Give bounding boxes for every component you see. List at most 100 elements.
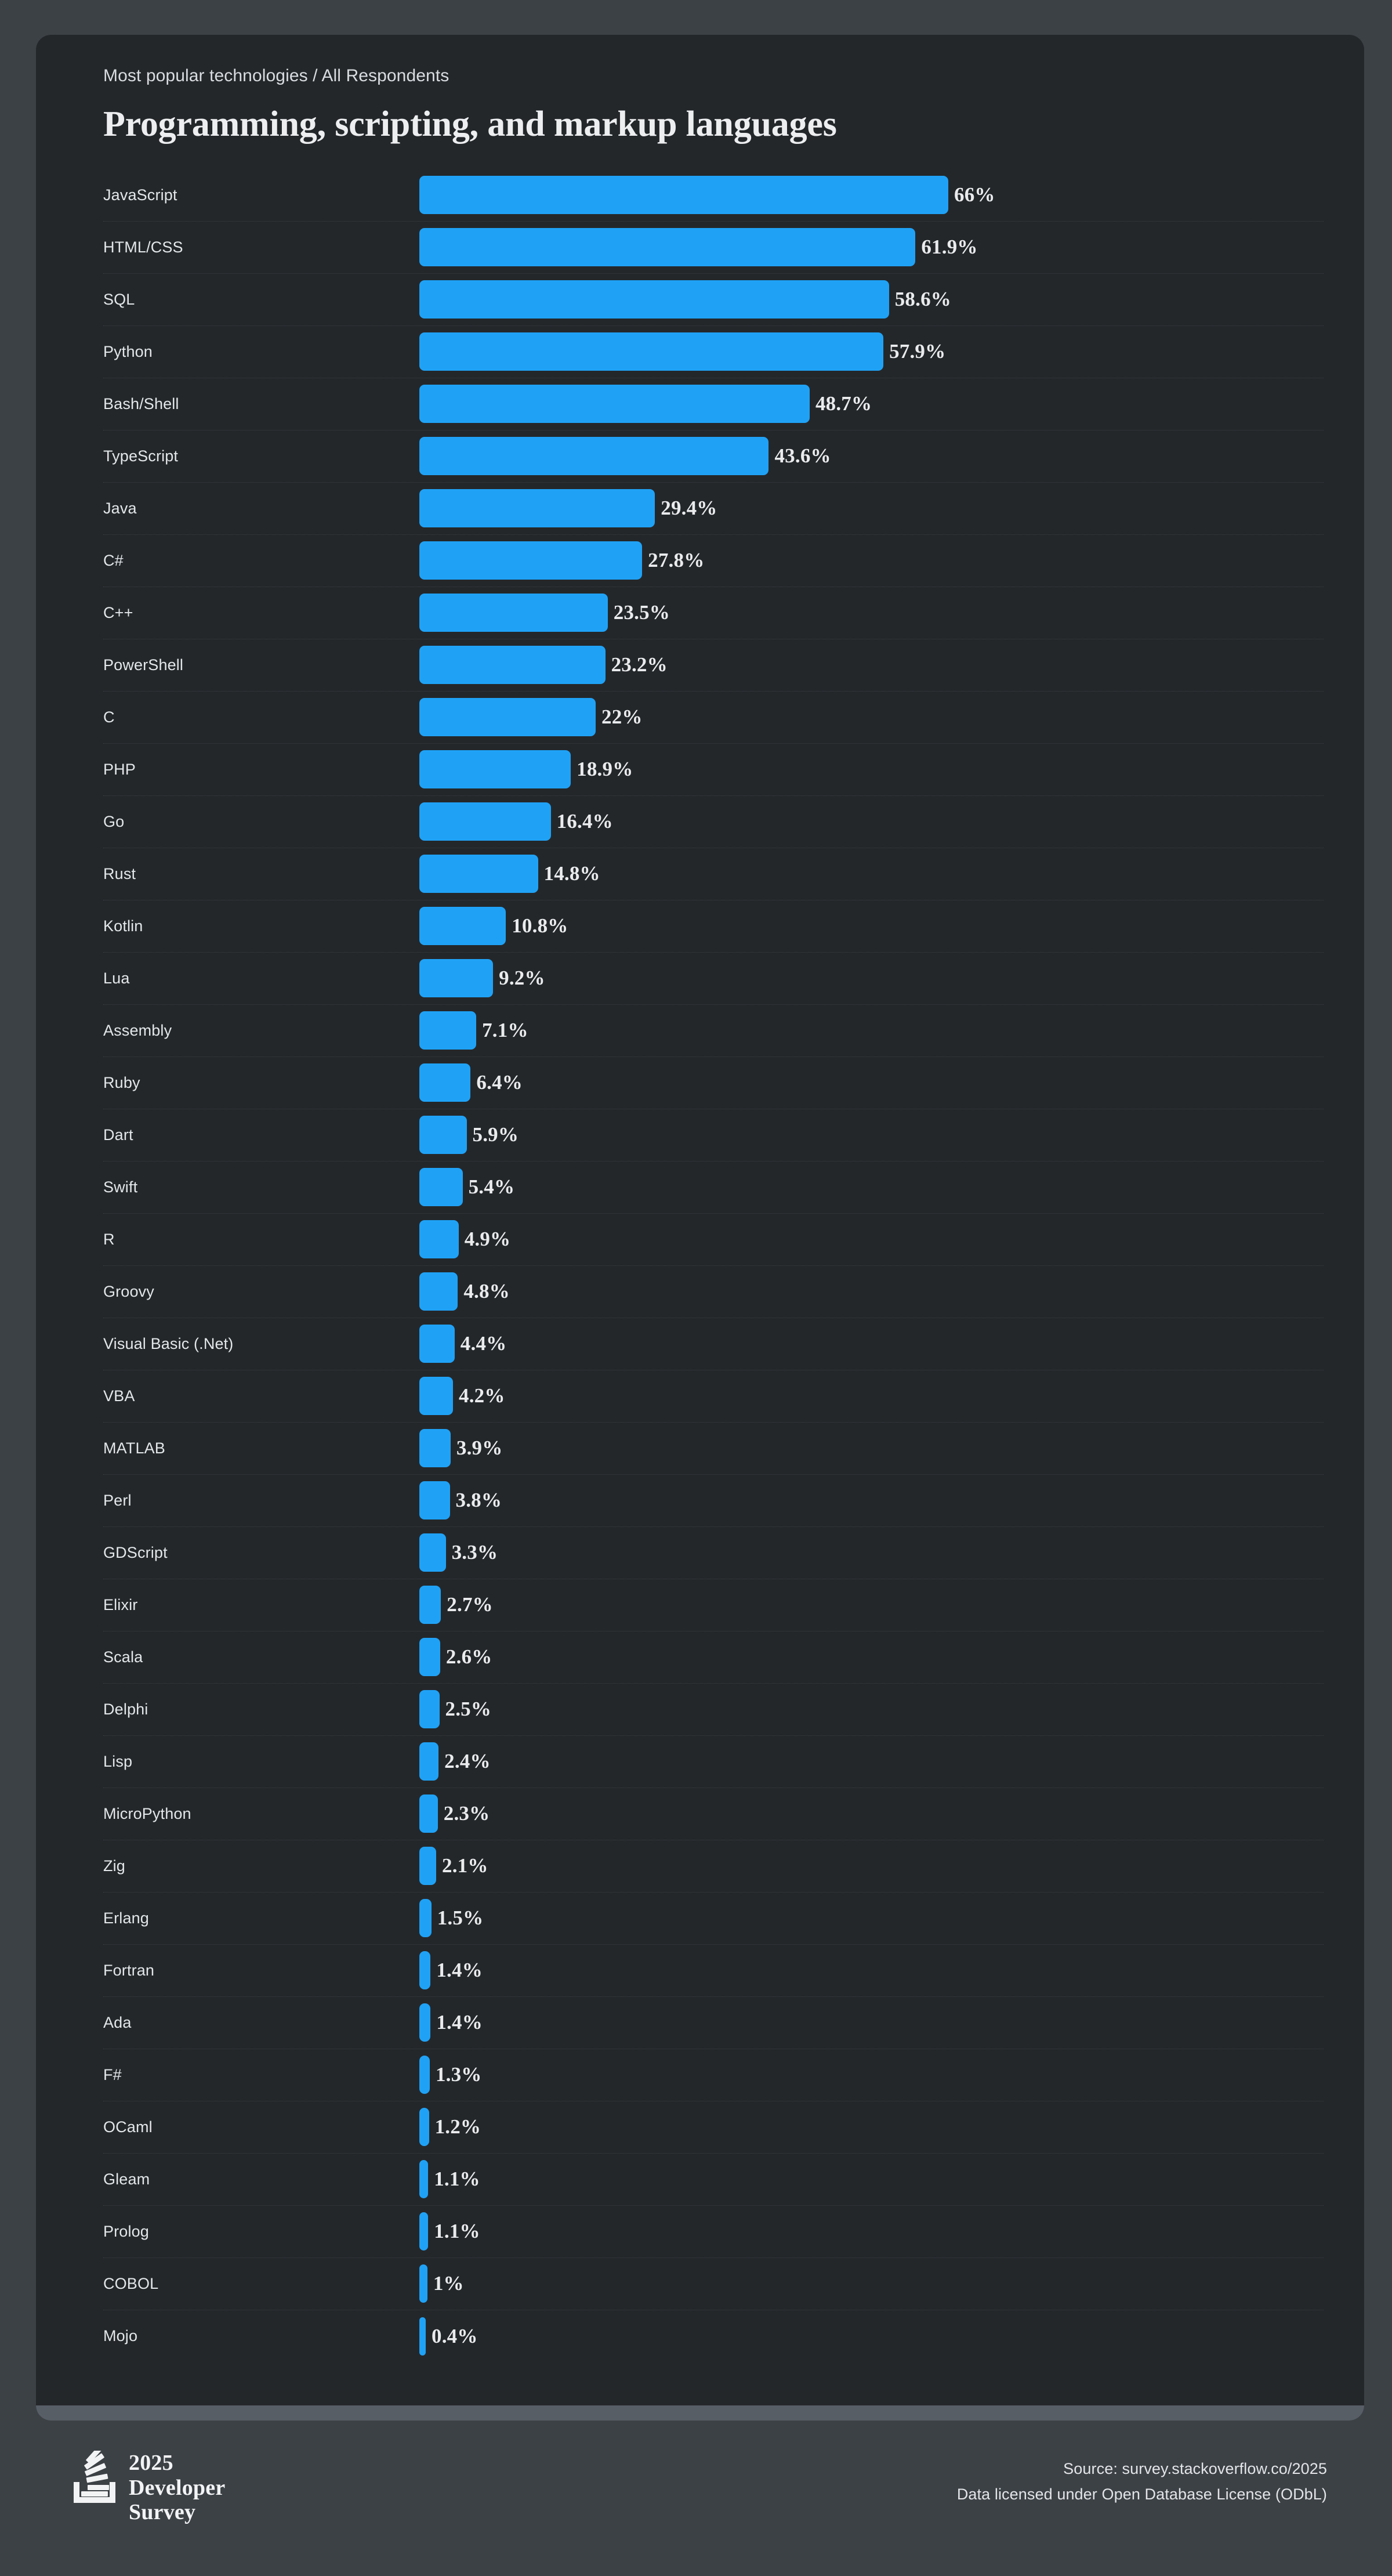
chart-row-label: C (103, 708, 115, 726)
logo-developer: Developer (129, 2475, 226, 2500)
chart-row-label: Elixir (103, 1595, 138, 1613)
chart-bar (419, 2056, 430, 2094)
chart-row-label: MATLAB (103, 1439, 165, 1457)
chart-bar (419, 2212, 429, 2251)
survey-logo: 2025 Developer Survey (68, 2451, 225, 2525)
chart-row: Rust 14.8% (103, 848, 1324, 900)
chart-row-track: 1.1% (419, 2205, 1324, 2257)
chart-row: C 22% (103, 692, 1324, 744)
chart-row-label: COBOL (103, 2274, 159, 2292)
chart-row-label: HTML/CSS (103, 238, 183, 256)
chart-row-label: MicroPython (103, 1804, 191, 1822)
survey-logo-text: 2025 Developer Survey (129, 2451, 225, 2525)
chart-bar-value: 4.8% (463, 1280, 510, 1303)
chart-bar-value: 5.4% (468, 1175, 515, 1199)
chart-row: R 4.9% (103, 1214, 1324, 1266)
chart-row-track: 1% (419, 2257, 1324, 2310)
logo-year: 2025 (129, 2451, 173, 2475)
chart-row: Perl 3.8% (103, 1475, 1324, 1527)
chart-bar-value: 7.1% (482, 1019, 528, 1042)
chart-card-body: Most popular technologies / All Responde… (36, 35, 1364, 2362)
chart-row: SQL 58.6% (103, 274, 1324, 326)
chart-bar (419, 1951, 431, 1990)
chart-bar-value: 4.9% (464, 1228, 511, 1251)
chart-bar (419, 1638, 440, 1677)
chart-row-label: Lua (103, 969, 130, 987)
chart-row: Kotlin 10.8% (103, 900, 1324, 953)
chart-bar-value: 2.1% (442, 1854, 488, 1877)
chart-bar (419, 1325, 455, 1363)
chart-bar (419, 1220, 459, 1259)
chart-row: Visual Basic (.Net) 4.4% (103, 1318, 1324, 1370)
chart-bar (419, 750, 571, 789)
chart-bar-value: 4.2% (459, 1384, 505, 1408)
chart-row: MicroPython 2.3% (103, 1788, 1324, 1840)
chart-row-track: 2.3% (419, 1788, 1324, 1840)
chart-bar (419, 1794, 438, 1833)
chart-row: Python 57.9% (103, 326, 1324, 378)
chart-row-track: 57.9% (419, 325, 1324, 378)
chart-bar-value: 27.8% (648, 549, 705, 572)
chart-row: Go 16.4% (103, 796, 1324, 848)
chart-bar (419, 2108, 429, 2147)
chart-row: Delphi 2.5% (103, 1684, 1324, 1736)
chart-row-label: Swift (103, 1178, 138, 1196)
chart-row-track: 2.5% (419, 1683, 1324, 1735)
chart-row: Dart 5.9% (103, 1109, 1324, 1162)
chart-bar (419, 2264, 427, 2303)
chart-bar-value: 2.7% (447, 1593, 493, 1616)
chart-row-track: 5.9% (419, 1109, 1324, 1161)
chart-row-track: 23.5% (419, 587, 1324, 639)
chart-bar (419, 855, 538, 893)
chart-row: COBOL 1% (103, 2258, 1324, 2310)
chart-bar-value: 23.5% (613, 601, 670, 624)
chart-row-track: 27.8% (419, 534, 1324, 587)
chart-row-label: PowerShell (103, 656, 184, 674)
chart-row: GDScript 3.3% (103, 1527, 1324, 1579)
chart-row: Elixir 2.7% (103, 1579, 1324, 1631)
chart-bar-value: 1.1% (434, 2168, 480, 2191)
chart-bar-value: 4.4% (460, 1332, 507, 1355)
chart-bar-value: 2.3% (443, 1802, 490, 1825)
chart-row-label: R (103, 1230, 115, 1248)
chart-bar (419, 280, 889, 319)
chart-bar-value: 1.4% (436, 1959, 483, 1982)
chart-bar (419, 437, 769, 476)
chart-row-label: Assembly (103, 1021, 172, 1039)
chart-row: Lua 9.2% (103, 953, 1324, 1005)
chart-row-track: 0.4% (419, 2310, 1324, 2362)
chart-row-label: Go (103, 812, 125, 830)
footer: 2025 Developer Survey Source: survey.sta… (0, 2421, 1392, 2576)
chart-bar (419, 1168, 463, 1207)
chart-row-label: Mojo (103, 2327, 138, 2345)
stack-overflow-logo-icon (74, 2451, 115, 2503)
chart-bar-value: 58.6% (894, 288, 951, 311)
chart-row-label: Python (103, 342, 153, 360)
chart-row-track: 4.8% (419, 1265, 1324, 1318)
chart-bar (419, 489, 655, 528)
chart-row-track: 18.9% (419, 743, 1324, 795)
chart-row-label: Erlang (103, 1909, 149, 1927)
chart-row: MATLAB 3.9% (103, 1423, 1324, 1475)
chart-bar-value: 3.9% (456, 1437, 503, 1460)
chart-row-label: C++ (103, 603, 133, 621)
chart-row-track: 1.5% (419, 1892, 1324, 1944)
chart-bar-value: 29.4% (661, 497, 717, 520)
chart-row-track: 4.4% (419, 1318, 1324, 1370)
chart-row-label: Groovy (103, 1282, 154, 1300)
card-bottom-strip (36, 2405, 1364, 2421)
chart-bar (419, 385, 810, 424)
chart-row: Groovy 4.8% (103, 1266, 1324, 1318)
chart-row-label: Delphi (103, 1700, 148, 1718)
chart-bar-value: 1.5% (437, 1906, 484, 1930)
chart-bar (419, 228, 916, 267)
chart-bar-value: 3.8% (455, 1489, 502, 1512)
chart-bar (419, 646, 606, 685)
chart-row-label: F# (103, 2065, 122, 2083)
chart-bar-value: 5.9% (472, 1123, 519, 1146)
chart-row: Erlang 1.5% (103, 1893, 1324, 1945)
logo-survey: Survey (129, 2500, 196, 2525)
chart-row: Bash/Shell 48.7% (103, 378, 1324, 430)
chart-row-track: 4.2% (419, 1370, 1324, 1422)
